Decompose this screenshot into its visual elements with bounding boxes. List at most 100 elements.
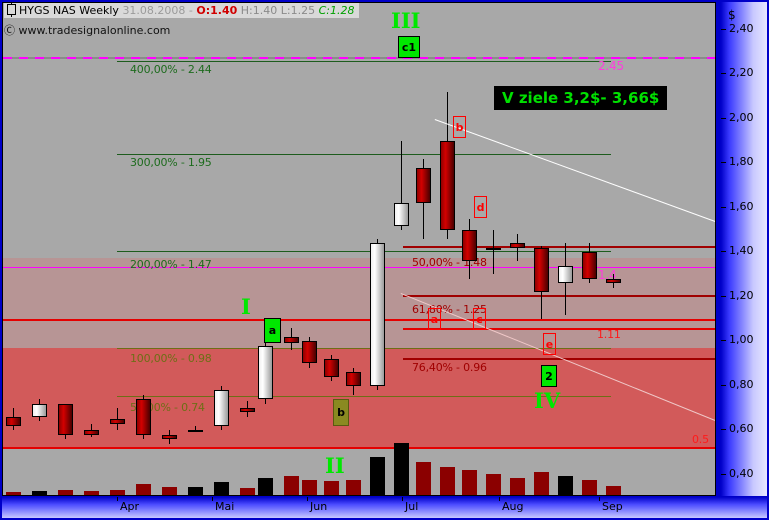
price-chart-pane[interactable]: 400,00% - 2.44 300,00% - 1.95 200,00% - … xyxy=(2,2,716,496)
candlestick xyxy=(485,229,501,275)
copyright-icon: Ⓒ xyxy=(4,24,15,37)
axis-tick-mark xyxy=(721,162,726,164)
volume-bar xyxy=(213,481,229,495)
candle-body xyxy=(5,416,21,426)
window-left-edge xyxy=(0,0,2,520)
date-label: 31.08.2008 - xyxy=(122,4,193,17)
volume-bar xyxy=(605,485,621,495)
candlestick xyxy=(31,399,47,422)
date-tick-mark xyxy=(599,497,600,501)
axis-tick-label: 1,80 xyxy=(729,155,754,169)
date-tick-mark xyxy=(499,497,500,501)
date-tick-label: Jun xyxy=(310,500,328,513)
tag-b-red[interactable]: b xyxy=(453,116,466,138)
retracement-label-764: 76,40% - 0.96 xyxy=(412,361,487,374)
tag-c1[interactable]: c1 xyxy=(398,36,420,58)
axis-tick-mark xyxy=(721,206,726,208)
axis-tick-mark xyxy=(721,429,726,431)
volume-bar xyxy=(83,491,99,495)
candle-body xyxy=(461,229,477,262)
candlestick xyxy=(301,336,317,368)
volume-series xyxy=(3,440,715,495)
candle-body xyxy=(345,372,361,386)
level-line-14 xyxy=(3,267,715,268)
close-label: C:1.28 xyxy=(318,4,355,17)
candlestick xyxy=(83,423,99,437)
candlestick xyxy=(533,245,549,319)
tag-b-olive[interactable]: b xyxy=(333,399,349,426)
retracement-line-50 xyxy=(403,246,715,248)
price-axis[interactable]: $ 0,40 0,60 0,80 1,00 1,20 1,40 1,60 1,80 2,00 2,… xyxy=(721,2,767,496)
date-tick-mark xyxy=(402,497,403,501)
candle-body xyxy=(187,430,203,433)
volume-bar xyxy=(415,461,431,495)
candlestick xyxy=(161,430,177,444)
candle-body xyxy=(533,247,549,293)
candlestick xyxy=(135,394,151,440)
candlestick xyxy=(461,218,477,279)
candlestick xyxy=(605,274,621,288)
fib-label-300: 300,00% - 1.95 xyxy=(130,156,212,169)
candle-body xyxy=(415,167,431,204)
candlestick xyxy=(5,407,21,431)
candlestick xyxy=(109,407,125,431)
volume-bar xyxy=(135,483,151,495)
candle-wick xyxy=(400,140,402,230)
axis-tick-label: 2,40 xyxy=(729,21,754,35)
volume-bar xyxy=(485,474,501,495)
target-callout: V ziele 3,2$- 3,66$ xyxy=(494,86,668,110)
candle-body xyxy=(323,359,339,377)
candlestick xyxy=(323,354,339,382)
volume-bar xyxy=(439,466,455,495)
website-watermark: Ⓒ www.tradesignalonline.com xyxy=(4,22,170,38)
candlestick xyxy=(283,327,299,351)
support-line-111 xyxy=(403,328,715,330)
fib-line-300 xyxy=(117,154,611,155)
candle-icon xyxy=(7,2,16,17)
candle-body xyxy=(31,403,47,417)
axis-tick-mark xyxy=(721,73,726,75)
tag-d-red[interactable]: d xyxy=(474,196,487,218)
high-label: H:1.40 xyxy=(240,4,278,17)
tag-2-green[interactable]: 2 xyxy=(541,365,557,387)
volume-bar xyxy=(533,472,549,495)
retracement-line-618 xyxy=(403,295,715,297)
fib-line-200 xyxy=(117,251,611,252)
tag-a-red[interactable]: a xyxy=(428,308,441,330)
candle-body xyxy=(239,407,255,413)
volume-bar xyxy=(161,486,177,495)
tag-a-green[interactable]: a xyxy=(264,318,281,343)
wave-label-IV: IV xyxy=(534,388,561,413)
volume-bar xyxy=(283,476,299,495)
currency-label: $ xyxy=(728,8,736,22)
zone-band-low xyxy=(3,348,715,448)
low-label: L:1.25 xyxy=(280,4,316,17)
volume-bar xyxy=(257,477,273,495)
support-line-05 xyxy=(3,447,715,449)
candle-body xyxy=(283,336,299,344)
volume-bar xyxy=(187,487,203,495)
volume-bar xyxy=(461,470,477,495)
tag-e-red[interactable]: e xyxy=(543,333,556,355)
date-tick-label: Sep xyxy=(602,500,623,513)
fib-label-400: 400,00% - 2.44 xyxy=(130,63,212,76)
volume-bar xyxy=(301,479,317,495)
axis-tick-label: 1,00 xyxy=(729,333,754,347)
volume-bar xyxy=(109,490,125,495)
candle-body xyxy=(257,345,273,400)
date-axis[interactable]: Apr Mai Jun Jul Aug Sep xyxy=(2,497,767,518)
axis-tick-mark xyxy=(721,340,726,342)
tag-c-red[interactable]: c xyxy=(473,308,486,330)
volume-bar xyxy=(323,480,339,495)
fib-label-200: 200,00% - 1.47 xyxy=(130,258,212,271)
date-tick-label: Jul xyxy=(405,500,419,513)
axis-tick-mark xyxy=(721,384,726,386)
axis-tick-label: 1,40 xyxy=(729,244,754,258)
wave-label-III: III xyxy=(391,8,421,33)
fib-line-50 xyxy=(117,396,611,397)
price-tag-111: 1.11 xyxy=(597,328,621,341)
candle-body xyxy=(605,278,621,284)
date-tick-mark xyxy=(212,497,213,501)
volume-bar xyxy=(509,477,525,495)
symbol-label: HYGS NAS Weekly xyxy=(19,4,119,17)
